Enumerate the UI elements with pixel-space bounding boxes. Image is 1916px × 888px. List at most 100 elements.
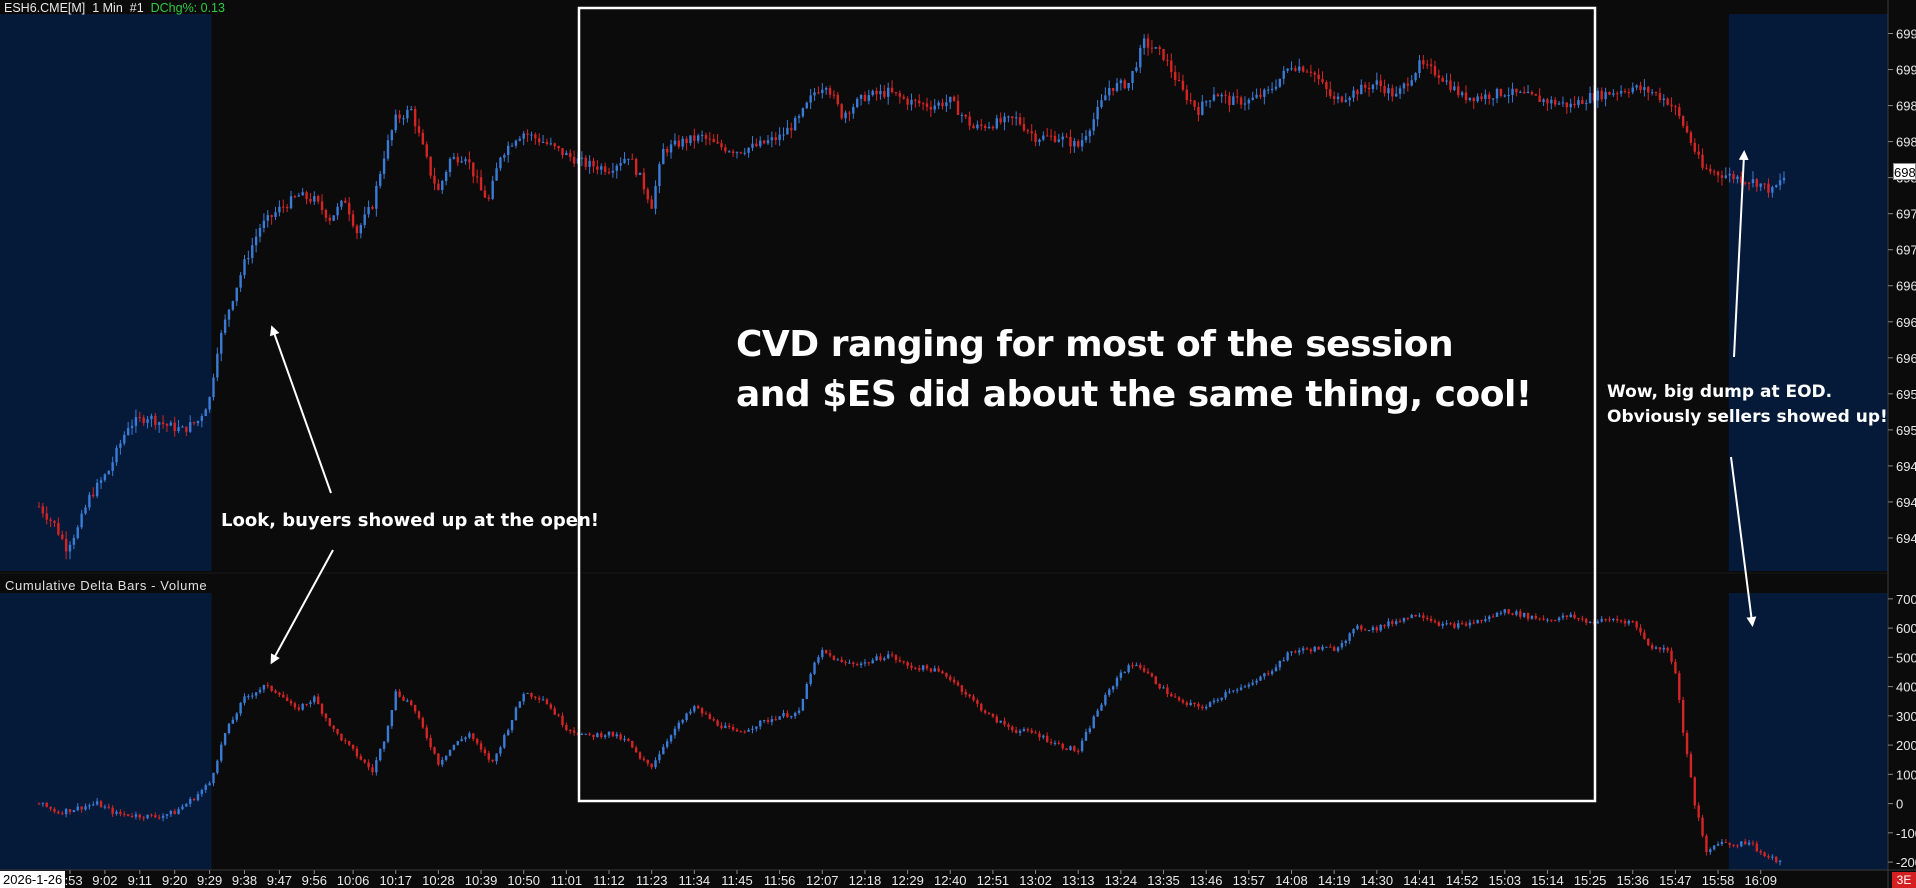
price-bar	[793, 117, 797, 131]
price-bar	[1468, 97, 1472, 101]
symbol-label: ESH6.CME[M]	[4, 1, 86, 15]
cvd-bar	[92, 804, 95, 806]
price-bar	[192, 422, 196, 424]
cvd-tick-label: -2000	[1896, 855, 1916, 870]
cvd-bar	[270, 685, 273, 691]
cvd-bar	[1433, 620, 1437, 623]
price-bar	[390, 130, 394, 141]
price-bar	[57, 522, 60, 535]
price-bar	[1391, 88, 1394, 97]
cvd-bar	[964, 691, 967, 695]
cvd-bar	[1336, 647, 1340, 651]
cvd-bar	[61, 813, 64, 815]
annotation-main: CVD ranging for most of the session and …	[736, 320, 1532, 420]
session-shade	[0, 14, 212, 571]
price-bar	[762, 140, 766, 144]
cvd-bar	[1643, 632, 1646, 639]
cvd-bar	[1201, 706, 1204, 709]
cvd-bar	[1042, 735, 1045, 738]
cvd-bar	[704, 713, 708, 715]
price-bar	[483, 190, 487, 198]
price-bar	[425, 144, 428, 157]
time-tick-label: 9:11	[128, 873, 152, 888]
cvd-bar	[1503, 609, 1506, 613]
price-bar	[801, 108, 805, 117]
cvd-bar	[774, 719, 777, 721]
price-bar	[119, 443, 122, 448]
price-bar	[561, 148, 564, 156]
price-bar	[472, 162, 475, 177]
cvd-bar	[332, 725, 335, 729]
price-bar	[1398, 88, 1402, 94]
cvd-bar	[607, 731, 611, 736]
cvd-bar	[1267, 673, 1270, 675]
cvd-bar	[1732, 844, 1735, 846]
price-bar	[1100, 100, 1103, 107]
cvd-bar	[1689, 754, 1693, 778]
cvd-bar	[452, 745, 456, 750]
cvd-bar	[859, 663, 863, 666]
price-bar	[386, 140, 390, 159]
price-bar	[1732, 173, 1735, 179]
cvd-bar	[1588, 621, 1592, 623]
price-bar	[933, 105, 936, 110]
price-bar	[479, 177, 483, 191]
cvd-bar	[1410, 614, 1413, 619]
price-bar	[1208, 100, 1212, 102]
cvd-bar	[161, 815, 165, 818]
cvd-tick-label: 6000	[1896, 621, 1916, 636]
price-bar	[1581, 100, 1584, 104]
price-bar	[751, 143, 754, 148]
cvd-bar	[499, 747, 502, 754]
price-bar	[708, 138, 712, 140]
cvd-bar	[394, 691, 397, 711]
cvd-bar	[173, 810, 176, 815]
cvd-bar	[429, 738, 432, 748]
price-bar	[1146, 38, 1150, 48]
price-bar	[371, 207, 374, 209]
cvd-bar	[1363, 629, 1367, 631]
cvd-bar	[1654, 647, 1658, 649]
price-bar	[526, 133, 529, 135]
cvd-bar	[600, 733, 603, 737]
price-bar	[1038, 139, 1041, 142]
cvd-bar	[1115, 677, 1119, 687]
price-bar	[545, 142, 549, 144]
price-bar	[134, 417, 138, 426]
price-bar	[712, 139, 715, 143]
price-bar	[766, 140, 770, 144]
price-bar	[1228, 95, 1231, 105]
price-bar	[406, 109, 409, 119]
cvd-bar	[351, 744, 355, 749]
price-bar	[355, 225, 359, 234]
price-bar	[452, 156, 456, 159]
cvd-bar	[534, 696, 537, 698]
price-bar	[305, 192, 308, 200]
cvd-bar	[999, 720, 1002, 723]
cvd-bar	[177, 809, 180, 815]
price-bar	[1290, 68, 1293, 70]
price-bar	[1437, 75, 1441, 78]
cvd-bar	[840, 659, 843, 662]
cvd-bar	[759, 720, 762, 727]
cvd-bar	[309, 702, 312, 704]
cvd-bar	[1204, 706, 1208, 709]
corner-label[interactable]: 3E	[1892, 872, 1916, 888]
cvd-bar	[1744, 841, 1747, 845]
price-bar	[1325, 82, 1328, 90]
price-bar	[185, 426, 188, 432]
cvd-bar	[786, 713, 789, 718]
cvd-bar	[208, 783, 211, 786]
price-bar	[1348, 97, 1351, 101]
price-bar	[1049, 135, 1053, 137]
cvd-bar	[685, 713, 688, 721]
cvd-bar	[1619, 620, 1623, 622]
price-bar	[309, 199, 312, 202]
price-bar	[848, 112, 851, 114]
cvd-bar	[491, 759, 494, 762]
price-bar	[580, 157, 584, 159]
cvd-bar	[1534, 615, 1537, 619]
time-tick-label: 12:07	[806, 873, 839, 888]
price-bar	[142, 417, 145, 423]
cvd-bar	[1468, 622, 1472, 626]
